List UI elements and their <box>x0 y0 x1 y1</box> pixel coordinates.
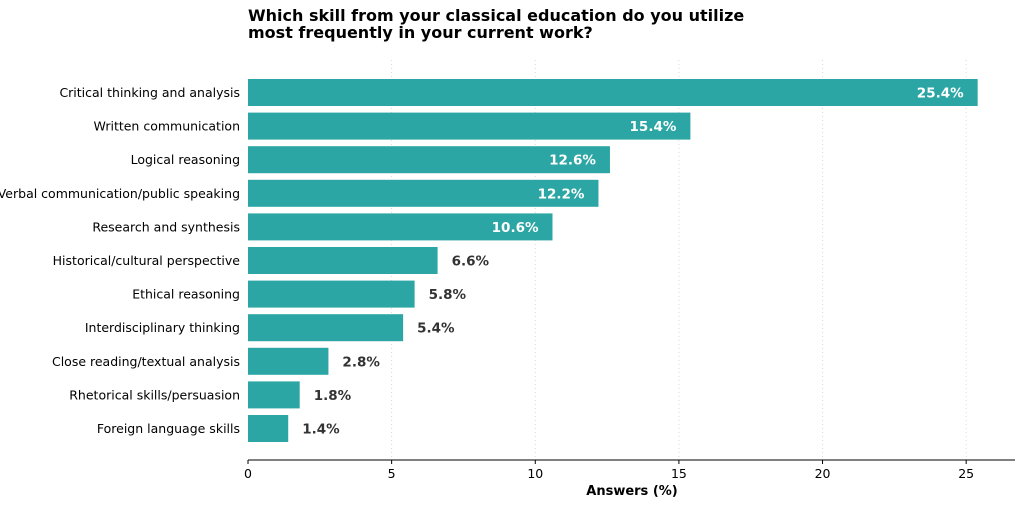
bar <box>248 79 978 106</box>
x-tick-label: 25 <box>958 466 974 481</box>
value-label: 12.2% <box>538 186 585 202</box>
category-label: Ethical reasoning <box>132 287 240 302</box>
bar <box>248 280 415 308</box>
category-label: Research and synthesis <box>92 219 240 234</box>
category-labels: Critical thinking and analysis Written co… <box>0 85 240 436</box>
category-label: Written communication <box>94 119 240 134</box>
category-label: Interdisciplinary thinking <box>85 320 240 335</box>
category-label: Historical/cultural perspective <box>53 253 241 268</box>
bar <box>248 179 599 207</box>
x-axis: 0 5 10 15 20 25 <box>244 459 1015 481</box>
bar <box>248 347 329 375</box>
value-label: 15.4% <box>630 119 677 135</box>
value-label: 5.8% <box>429 287 467 303</box>
category-label: Verbal communication/public speaking <box>0 186 240 201</box>
value-label: 2.8% <box>342 354 380 370</box>
value-label: 1.4% <box>302 422 340 438</box>
value-label: 10.6% <box>492 220 539 236</box>
bar <box>248 112 691 140</box>
value-label: 6.6% <box>452 254 490 270</box>
value-label: 5.4% <box>417 321 455 337</box>
value-label: 25.4% <box>917 86 964 102</box>
bar <box>248 146 610 174</box>
x-tick-label: 0 <box>244 466 252 481</box>
category-label: Foreign language skills <box>97 421 240 436</box>
x-axis-label: Answers (%) <box>586 484 677 499</box>
category-label: Close reading/textual analysis <box>52 354 240 369</box>
x-tick-label: 20 <box>815 466 831 481</box>
category-label: Logical reasoning <box>131 152 240 167</box>
value-label: 1.8% <box>314 388 352 404</box>
x-tick-label: 10 <box>527 466 543 481</box>
bar <box>248 213 553 241</box>
value-label: 12.6% <box>549 153 596 169</box>
bar <box>248 415 289 442</box>
x-tick-label: 5 <box>388 466 396 481</box>
chart-title-line-1: Which skill from your classical educatio… <box>248 6 745 25</box>
bar <box>248 314 404 342</box>
category-label: Critical thinking and analysis <box>59 85 240 100</box>
bar <box>248 381 300 409</box>
bars-group: 25.4% 15.4% 12.6% 12.2% 10.6% 6.6% 5.8% 5.4% 2.8… <box>248 79 978 442</box>
bar <box>248 247 438 274</box>
x-tick-label: 15 <box>671 466 687 481</box>
chart-title-line-2: most frequently in your current work? <box>248 23 593 42</box>
category-label: Rhetorical skills/persuasion <box>69 387 240 402</box>
